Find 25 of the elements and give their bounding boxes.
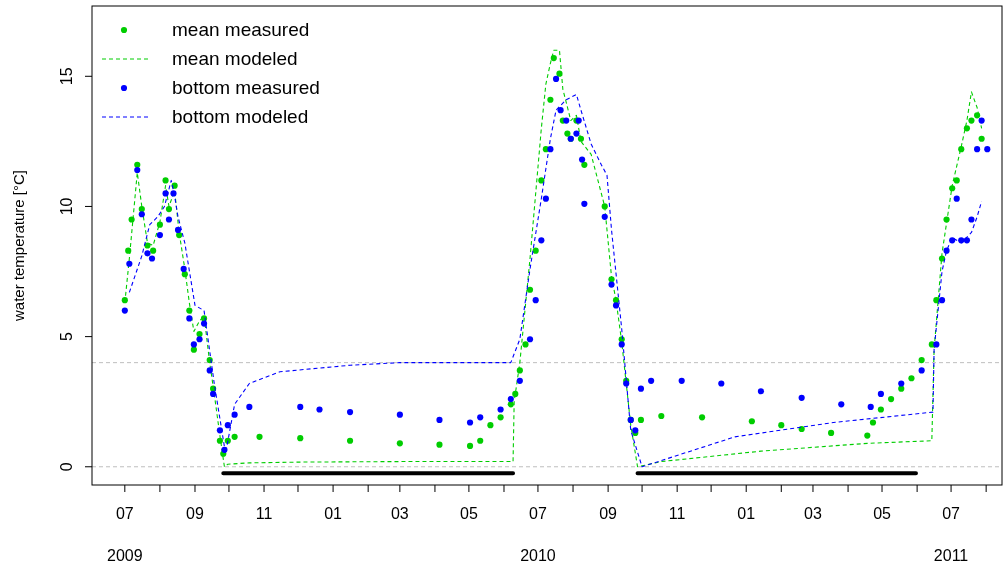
- legend-label: bottom measured: [172, 77, 320, 98]
- legend-label: mean modeled: [172, 48, 298, 69]
- x-tick-label: 03: [804, 505, 822, 522]
- x-tick-label: 09: [599, 505, 618, 522]
- x-tick-label: 01: [737, 505, 756, 522]
- x-tick-label: 03: [390, 505, 409, 522]
- x-tick-label: 07: [942, 505, 961, 522]
- x-tick-label: 05: [873, 505, 892, 522]
- x-tick-label: 09: [186, 505, 204, 522]
- x-tick-label: 07: [115, 505, 134, 522]
- x-tick-label: 11: [668, 505, 686, 522]
- y-tick-label: 0: [58, 462, 75, 472]
- x-tick-label: 01: [324, 505, 343, 522]
- y-tick-label: 5: [58, 332, 75, 342]
- x-tick-label: 07: [529, 505, 547, 522]
- y-tick-label: 15: [58, 67, 75, 86]
- text: 2011: [933, 547, 969, 564]
- legend-label: mean measured: [172, 19, 310, 40]
- text: 2010: [520, 547, 556, 564]
- x-tick-label: 11: [255, 505, 273, 522]
- y-axis-title: water temperature [°C]: [10, 169, 27, 323]
- text: 2009: [107, 547, 143, 564]
- legend-label: bottom modeled: [172, 106, 309, 127]
- x-tick-label: 05: [460, 505, 478, 522]
- y-tick-label: 10: [58, 197, 75, 216]
